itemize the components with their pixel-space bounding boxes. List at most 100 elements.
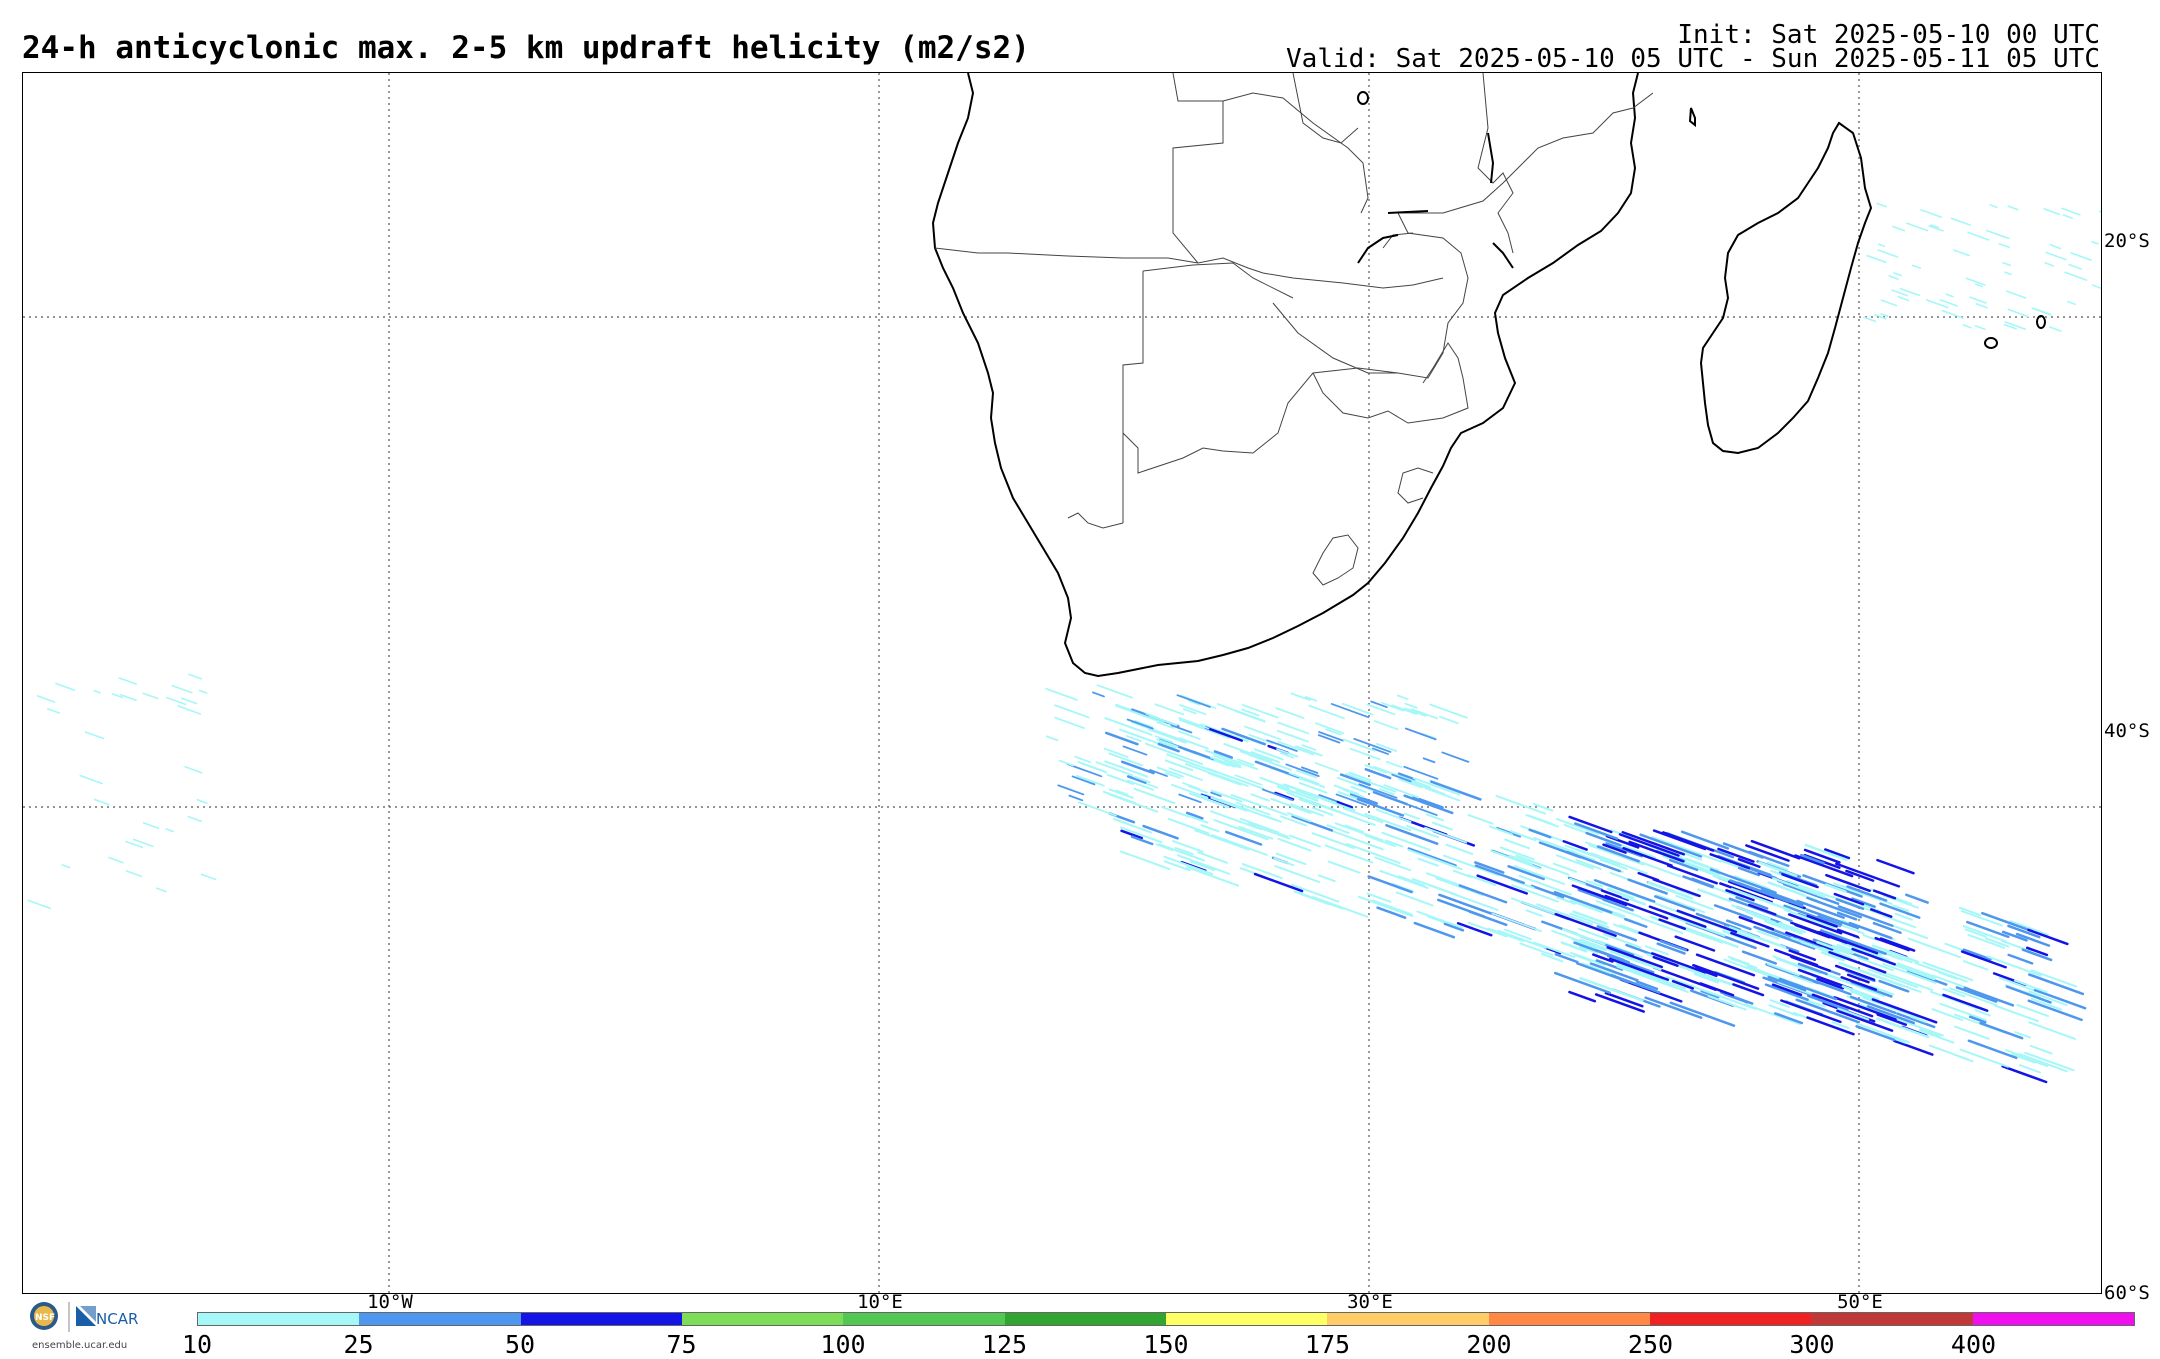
helicity-streak xyxy=(2048,326,2062,332)
colorbar-segment xyxy=(359,1313,521,1325)
helicity-streak xyxy=(187,815,203,823)
helicity-streak xyxy=(61,864,71,869)
helicity-streak xyxy=(1488,911,1542,933)
helicity-streak xyxy=(1391,773,1412,783)
helicity-streak xyxy=(1439,715,1459,725)
helicity-streak xyxy=(1833,996,1897,1021)
helicity-streak xyxy=(1277,740,1315,756)
helicity-streak xyxy=(1279,815,1308,827)
helicity-streak xyxy=(1403,794,1454,815)
helicity-streak xyxy=(1585,879,1603,888)
helicity-streak xyxy=(1635,980,1659,991)
helicity-streak xyxy=(1771,983,1803,997)
helicity-streak xyxy=(1298,782,1328,794)
helicity-streak xyxy=(1907,937,1962,959)
colorbar-label: 50 xyxy=(504,1330,536,1359)
helicity-streak xyxy=(1149,769,1168,777)
helicity-streak xyxy=(1794,854,1854,878)
helicity-streak xyxy=(1467,874,1497,887)
helicity-streak xyxy=(2001,930,2028,942)
helicity-streak xyxy=(1579,976,1644,1002)
helicity-streak xyxy=(1833,892,1865,906)
helicity-streak xyxy=(1344,824,1364,833)
helicity-streak xyxy=(1806,896,1862,919)
helicity-streak xyxy=(1487,927,1525,943)
helicity-streak xyxy=(1174,846,1194,856)
helicity-streak xyxy=(166,696,187,706)
helicity-streak xyxy=(1104,731,1139,746)
helicity-streak xyxy=(2064,271,2088,281)
helicity-streak xyxy=(1778,977,1838,1001)
helicity-streak xyxy=(1163,855,1214,875)
helicity-streak xyxy=(1767,881,1805,897)
helicity-streak xyxy=(1890,924,1929,940)
helicity-streak xyxy=(1325,728,1342,736)
helicity-streak xyxy=(1876,1017,1930,1039)
helicity-streak xyxy=(1622,846,1673,867)
helicity-streak xyxy=(1574,822,1619,840)
helicity-streak xyxy=(1266,739,1298,752)
helicity-streak xyxy=(1242,780,1265,790)
helicity-streak xyxy=(55,682,76,691)
helicity-streak xyxy=(1723,958,1773,978)
helicity-streak xyxy=(1533,803,1554,812)
helicity-streak xyxy=(1054,716,1085,730)
helicity-streak xyxy=(2049,243,2062,250)
helicity-streak xyxy=(2004,271,2012,276)
helicity-streak xyxy=(1787,902,1807,911)
helicity-streak xyxy=(1223,762,1235,768)
helicity-streak xyxy=(1216,703,1229,709)
helicity-streak xyxy=(1737,858,1761,868)
helicity-streak xyxy=(1882,914,1917,929)
helicity-streak xyxy=(1606,954,1655,974)
helicity-streak xyxy=(1403,765,1439,780)
helicity-streak xyxy=(2021,948,2053,962)
helicity-streak xyxy=(1899,287,1921,297)
helicity-streak xyxy=(1207,772,1242,786)
helicity-streak xyxy=(1782,882,1840,905)
helicity-streak xyxy=(2098,210,2101,213)
helicity-streak xyxy=(1438,893,1492,915)
helicity-streak xyxy=(1560,941,1588,953)
helicity-streak xyxy=(1621,831,1686,856)
helicity-streak xyxy=(1628,840,1685,863)
helicity-streak xyxy=(1270,797,1312,815)
helicity-streak xyxy=(1566,850,1621,873)
helicity-streak xyxy=(1930,224,1940,229)
helicity-streak xyxy=(1592,953,1614,963)
helicity-streak xyxy=(1424,787,1461,802)
helicity-streak xyxy=(1364,834,1396,848)
helicity-streak xyxy=(1816,977,1844,990)
helicity-streak xyxy=(2007,953,2034,965)
helicity-streak xyxy=(1768,1004,1799,1017)
helicity-streak xyxy=(1876,202,1887,208)
colorbar-segment xyxy=(1811,1313,1973,1325)
helicity-streak xyxy=(1259,776,1290,790)
helicity-streak xyxy=(1602,843,1627,854)
footer-url: ensemble.ucar.edu xyxy=(32,1340,128,1351)
helicity-streak xyxy=(1364,812,1412,832)
lat-label-60s: 60°S xyxy=(2104,1282,2150,1304)
colorbar-segment xyxy=(520,1313,682,1325)
helicity-streak xyxy=(1514,865,1565,885)
helicity-streak xyxy=(2091,240,2099,245)
helicity-streak xyxy=(1413,921,1456,939)
helicity-streak xyxy=(1709,853,1751,870)
helicity-streak xyxy=(1561,928,1606,946)
helicity-streak xyxy=(1219,775,1249,787)
helicity-streak xyxy=(1962,960,1989,971)
helicity-streak xyxy=(1609,950,1662,971)
helicity-streak xyxy=(1518,874,1572,896)
helicity-streak xyxy=(1730,957,1758,969)
helicity-streak xyxy=(1788,949,1817,961)
helicity-streak xyxy=(1211,834,1268,856)
helicity-streak xyxy=(1732,983,1765,997)
helicity-streak xyxy=(1661,831,1715,852)
helicity-streak xyxy=(2030,997,2063,1011)
helicity-streak xyxy=(1888,275,1899,280)
helicity-streak xyxy=(1770,931,1793,942)
helicity-streak xyxy=(1599,858,1628,871)
helicity-streak xyxy=(1241,863,1283,880)
helicity-streak xyxy=(1397,875,1426,887)
helicity-streak xyxy=(1176,854,1231,875)
